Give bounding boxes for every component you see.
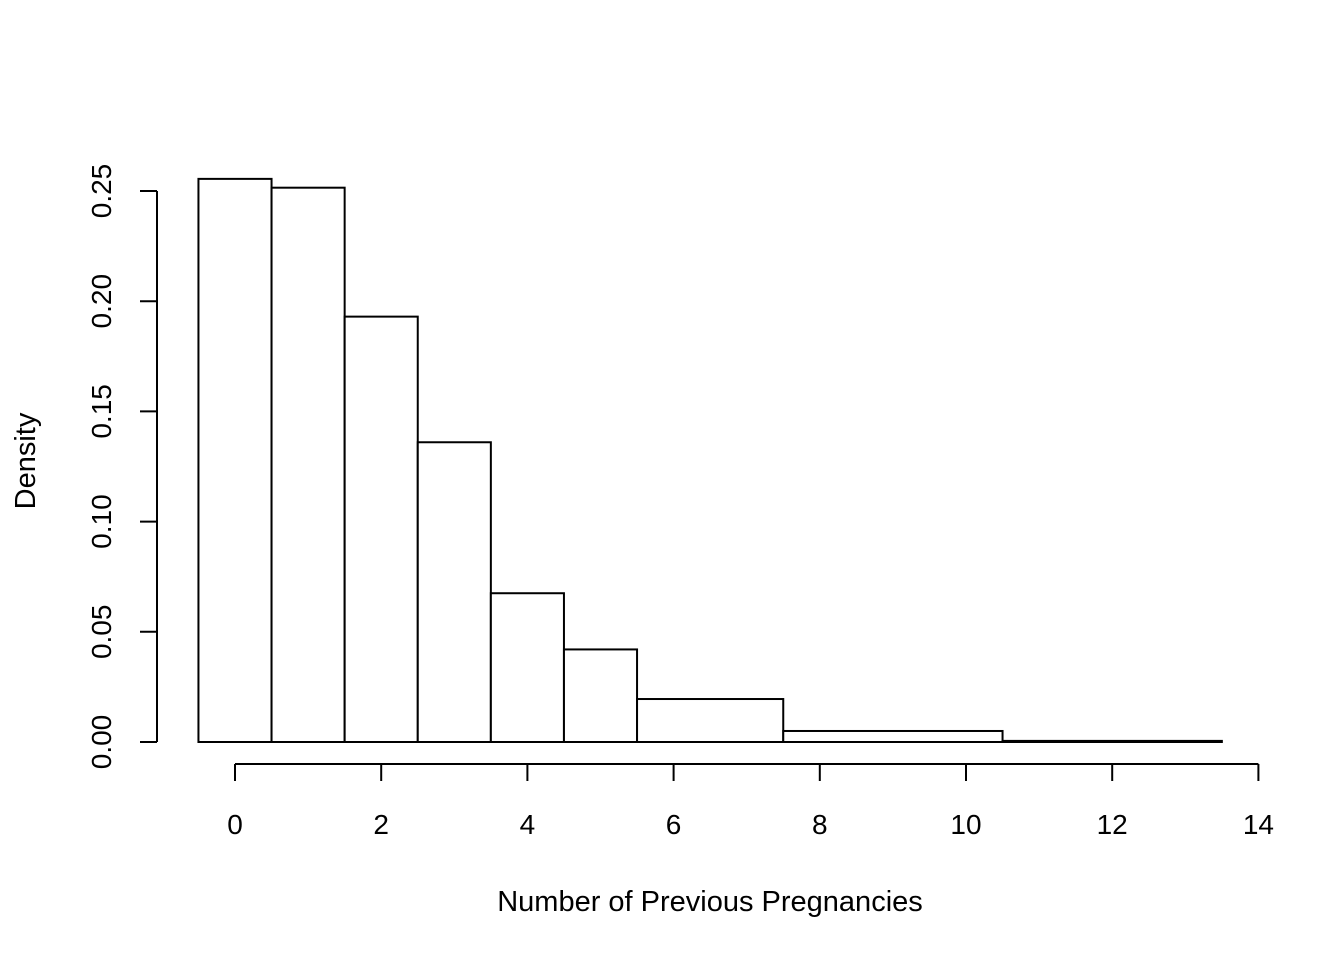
x-axis: 0 2 4 6 8 10 12 14: [227, 763, 1274, 840]
histogram-bar: [782, 729, 1004, 743]
y-axis-title: Density: [10, 412, 42, 509]
x-tick-label: 6: [666, 809, 682, 840]
x-tick-label: 2: [373, 809, 389, 840]
x-tick-label: 4: [520, 809, 536, 840]
y-tick-label: 0.00: [86, 715, 117, 770]
x-tick-label: 0: [227, 809, 243, 840]
x-axis-title: Number of Previous Pregnancies: [497, 886, 923, 918]
x-tick-label: 8: [812, 809, 828, 840]
x-tick-label: 10: [950, 809, 981, 840]
histogram-bar: [343, 315, 419, 743]
histogram-bar: [270, 186, 346, 744]
y-tick-label: 0.15: [86, 384, 117, 439]
histogram-bar: [562, 648, 639, 744]
y-tick-label: 0.25: [86, 164, 117, 219]
histogram-bar: [489, 592, 565, 743]
y-axis: 0.00 0.05 0.10 0.15 0.20 0.25: [86, 164, 158, 770]
x-tick-label: 12: [1097, 809, 1128, 840]
y-tick-label: 0.05: [86, 605, 117, 660]
y-tick-label: 0.20: [86, 274, 117, 329]
bars-layer: [197, 177, 1223, 744]
histogram-bar: [636, 698, 785, 743]
histogram-bar: [416, 441, 492, 743]
histogram-bar: [197, 177, 273, 744]
x-tick-label: 14: [1243, 809, 1274, 840]
histogram-bar: [1001, 739, 1223, 744]
y-tick-label: 0.10: [86, 494, 117, 549]
